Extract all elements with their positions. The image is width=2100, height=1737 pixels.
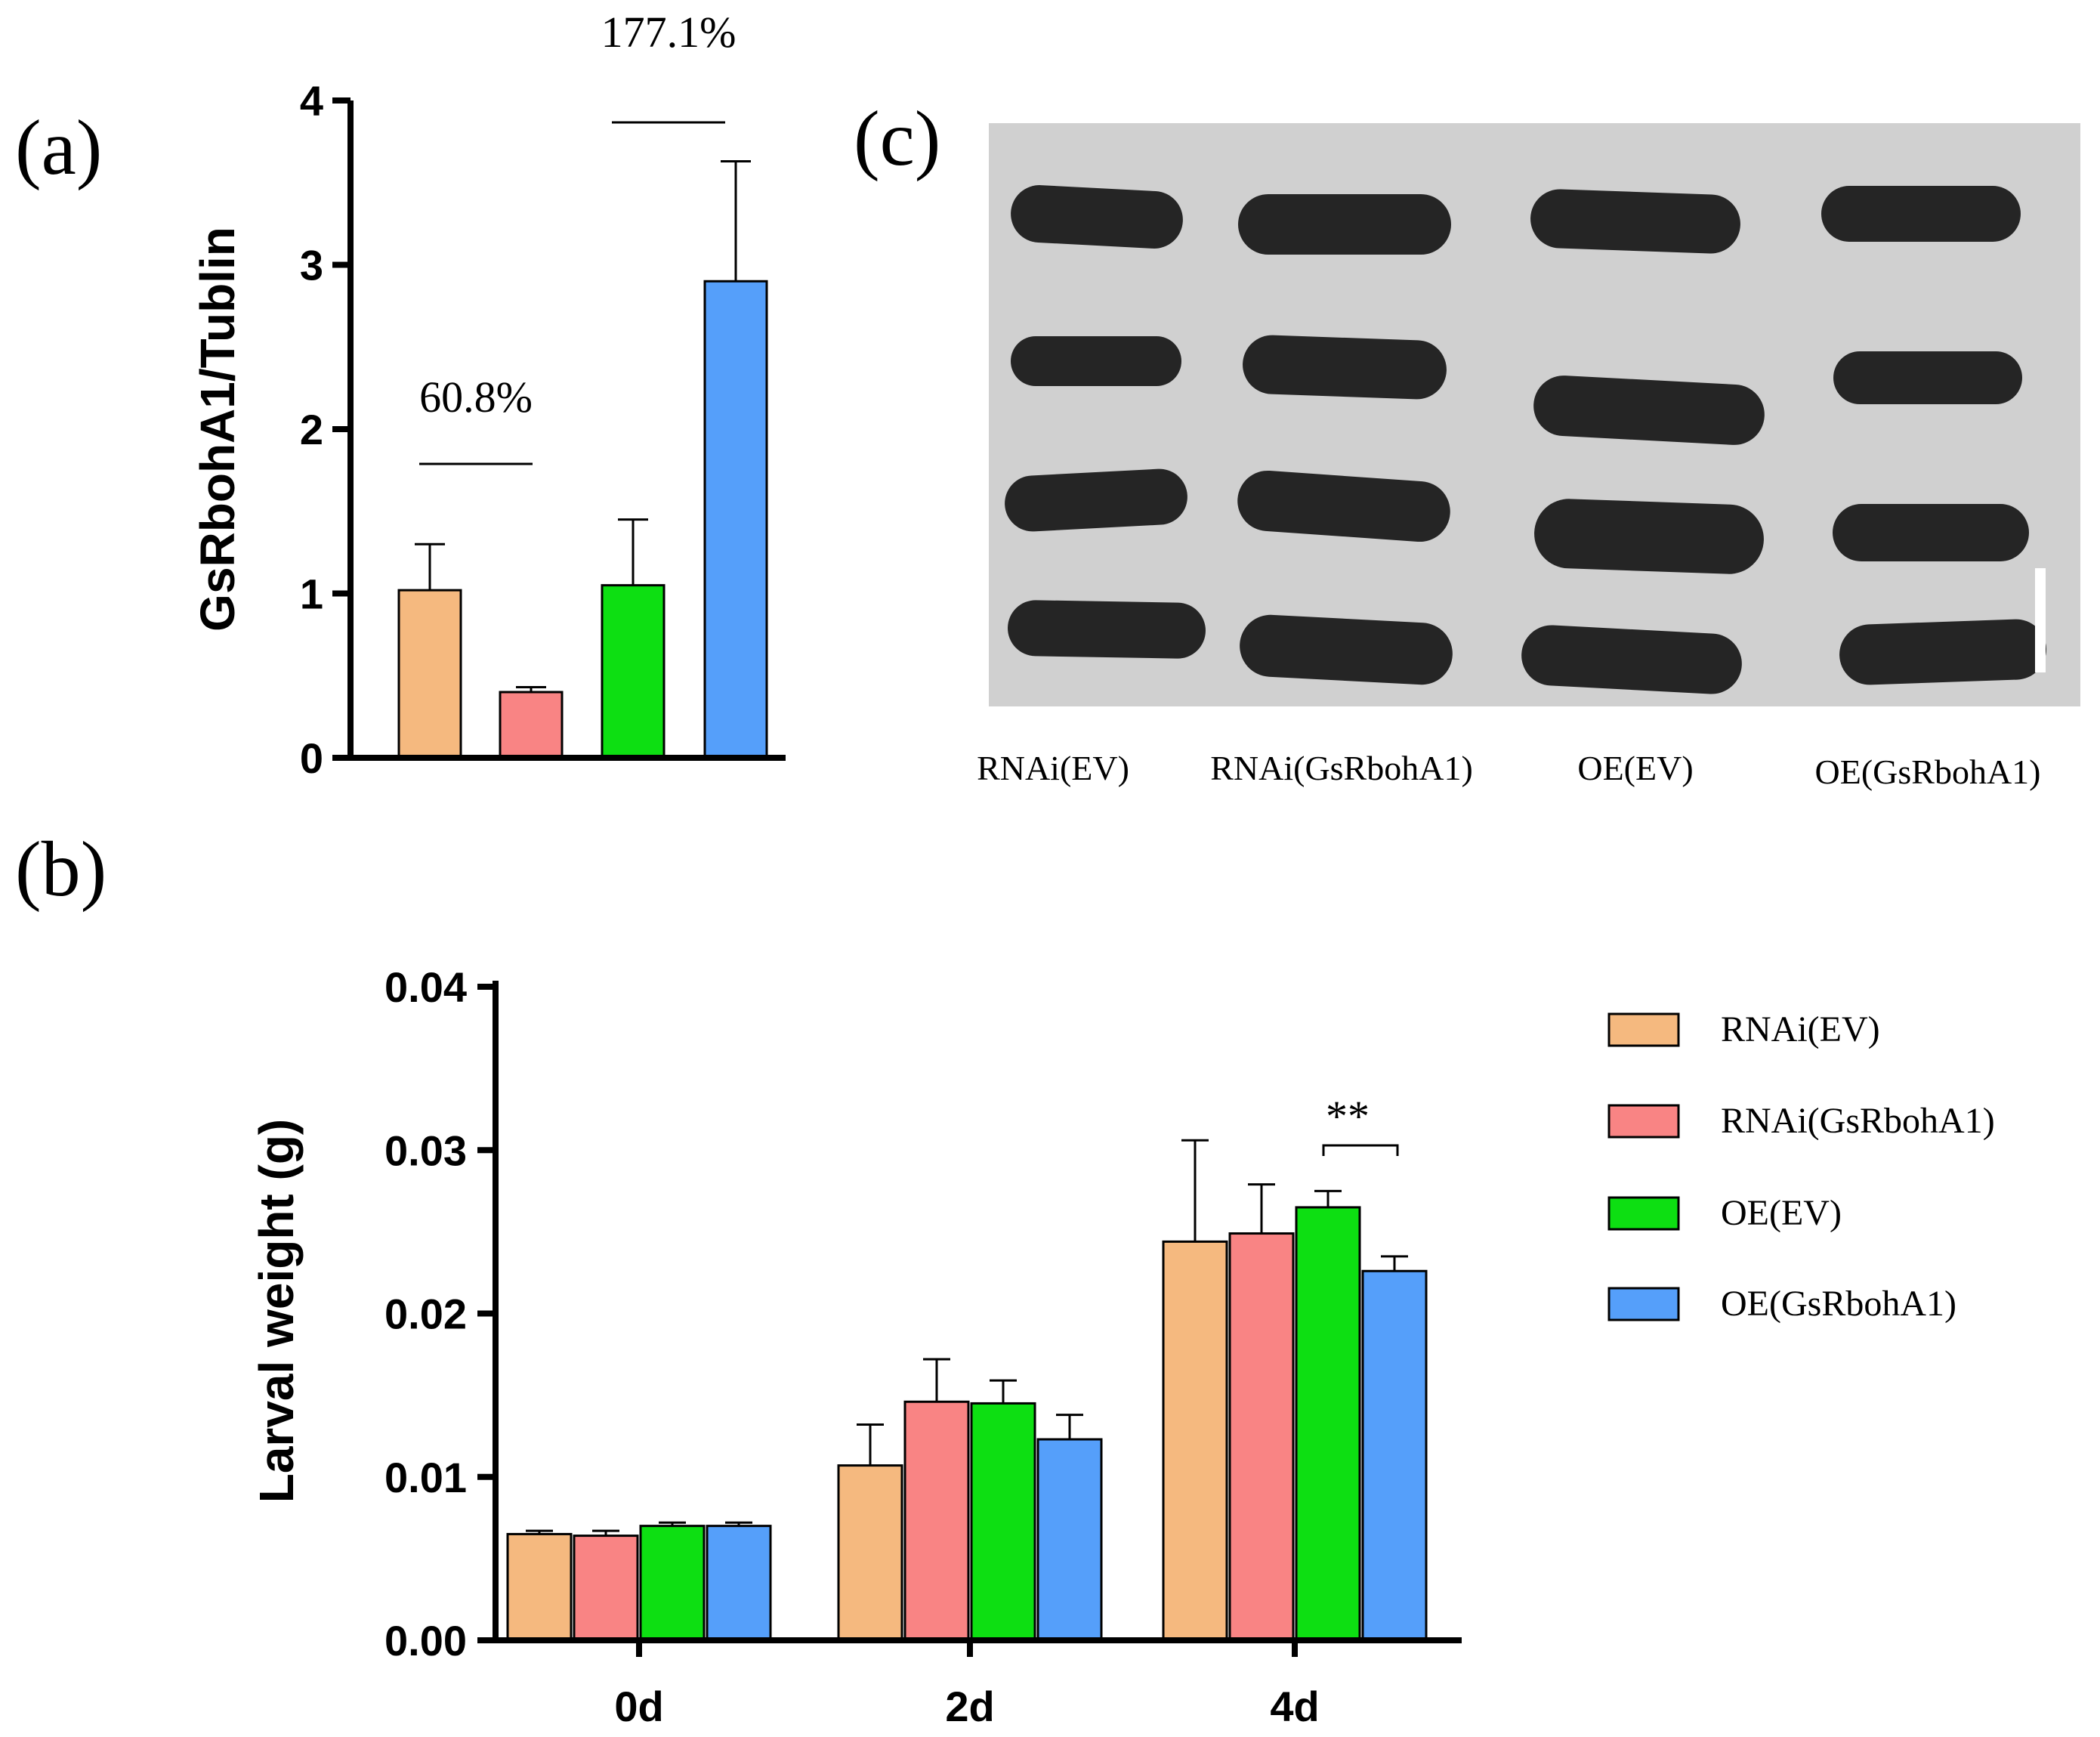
- legend-label-1: RNAi(GsRbohA1): [1721, 1101, 1995, 1141]
- ytick-label-b-2: 0.02: [384, 1290, 467, 1338]
- bar-a-0: [397, 589, 462, 759]
- chart-b-legend: RNAi(EV) RNAi(GsRbohA1) OE(EV) OE(GsRbohA1): [1607, 1009, 1995, 1324]
- ytick-label-b-4: 0.04: [384, 963, 467, 1011]
- xtick-label-b-0: 0d: [614, 1683, 663, 1730]
- ytick-label-a-0: 0: [300, 734, 323, 782]
- legend-swatch-3: [1607, 1287, 1680, 1321]
- larva-11: [1833, 504, 2029, 561]
- panel-label-a: (a): [15, 104, 102, 191]
- photo-label-oe-gsrboha1: OE(GsRbohA1): [1815, 753, 2041, 791]
- photo-label-rnai-gsrboha1: RNAi(GsRbohA1): [1210, 749, 1473, 787]
- larva-2: [1530, 189, 1740, 254]
- bar-b-1-3: [1036, 1438, 1103, 1642]
- panel-label-c: (c): [854, 95, 940, 182]
- bar-a-1: [499, 691, 564, 759]
- chart-b-bars: [506, 1206, 1428, 1642]
- bar-b-2-1: [1228, 1232, 1295, 1642]
- chart-b-y-ticks: 0.00 0.01 0.02 0.03 0.04: [384, 963, 496, 1664]
- bar-b-2-3: [1361, 1269, 1428, 1642]
- legend-label-2: OE(EV): [1721, 1193, 1842, 1233]
- legend-swatch-0: [1607, 1012, 1680, 1047]
- chart-a: 0 1 2 3 4 GsRbohA1/Tublin 60.8% 177.1%: [190, 8, 786, 782]
- chart-a-y-ticks: 0 1 2 3 4: [300, 77, 351, 782]
- larva-6: [1533, 376, 1765, 445]
- chart-a-bars: [397, 280, 768, 759]
- scale-bar: [2035, 568, 2046, 672]
- larvae-group: [1005, 185, 2046, 694]
- chart-b-error-bars: [526, 1139, 1408, 1536]
- larva-9: [1237, 470, 1450, 542]
- larvae-photo: RNAi(EV) RNAi(GsRbohA1) OE(EV) OE(GsRboh…: [977, 123, 2080, 791]
- xtick-label-b-2: 4d: [1270, 1683, 1319, 1730]
- ytick-label-b-0: 0.00: [384, 1617, 467, 1664]
- photo-label-rnai-ev: RNAi(EV): [977, 749, 1129, 787]
- bar-b-0-1: [573, 1535, 639, 1642]
- larva-15: [1839, 619, 2046, 685]
- ytick-label-a-3: 3: [300, 242, 323, 289]
- larva-8: [1005, 468, 1187, 532]
- xtick-label-b-1: 2d: [945, 1683, 994, 1730]
- panel-label-b: (b): [15, 826, 107, 913]
- bar-a-3: [703, 280, 768, 759]
- ytick-label-b-3: 0.03: [384, 1127, 467, 1174]
- bar-b-1-0: [837, 1464, 903, 1642]
- bar-b-0-3: [706, 1525, 772, 1642]
- legend-swatch-1: [1607, 1104, 1680, 1139]
- legend-label-0: RNAi(EV): [1721, 1009, 1880, 1049]
- significance-bracket: [1322, 1144, 1399, 1156]
- larva-4: [1011, 336, 1181, 386]
- photo-label-oe-ev: OE(EV): [1577, 749, 1693, 787]
- larva-5: [1243, 335, 1447, 400]
- larva-3: [1821, 186, 2021, 242]
- larva-7: [1833, 351, 2022, 404]
- legend-swatch-2: [1607, 1196, 1680, 1231]
- larva-0: [1011, 185, 1183, 249]
- larva-12: [1008, 600, 1206, 659]
- bar-b-2-0: [1162, 1240, 1228, 1642]
- larva-1: [1238, 194, 1451, 255]
- chart-a-ylabel: GsRbohA1/Tublin: [190, 227, 245, 632]
- bar-b-0-2: [639, 1525, 706, 1642]
- annotation-rnai-percent: 60.8%: [419, 372, 533, 422]
- bar-a-2: [601, 584, 666, 759]
- bar-b-2-2: [1295, 1206, 1361, 1642]
- ytick-label-a-2: 2: [300, 406, 323, 453]
- legend-label-3: OE(GsRbohA1): [1721, 1284, 1956, 1324]
- bar-b-0-0: [506, 1532, 573, 1642]
- bar-b-1-1: [903, 1400, 970, 1642]
- chart-b-x-ticks: 0d 2d 4d: [614, 1640, 1320, 1730]
- chart-b: 0.00 0.01 0.02 0.03 0.04 0d 2d 4d Larval weigh…: [249, 963, 1995, 1730]
- ytick-label-b-1: 0.01: [384, 1454, 467, 1501]
- ytick-label-a-4: 4: [300, 77, 323, 125]
- larva-14: [1521, 625, 1742, 694]
- chart-a-error-bars: [415, 159, 751, 692]
- chart-b-ylabel: Larval weight (g): [249, 1119, 304, 1504]
- annotation-oe-percent: 177.1%: [601, 8, 737, 57]
- larva-13: [1240, 614, 1453, 685]
- bar-b-1-2: [970, 1402, 1036, 1642]
- significance-label: **: [1326, 1092, 1370, 1141]
- larva-10: [1534, 499, 1764, 574]
- ytick-label-a-1: 1: [300, 570, 323, 618]
